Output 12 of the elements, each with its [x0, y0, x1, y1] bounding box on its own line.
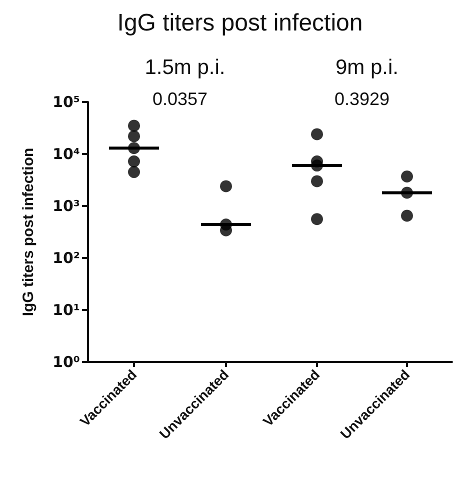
chart-subtitle: 9m p.i. — [335, 56, 399, 79]
y-tick-label: 10⁰ — [52, 353, 80, 371]
y-tick-label: 10⁵ — [52, 93, 80, 111]
annotation: 0.3929 — [334, 89, 390, 109]
y-axis-title: IgG titers post infection — [20, 148, 37, 316]
y-tick-label: 10⁴ — [52, 145, 80, 163]
chart-title: IgG titers post infection — [117, 10, 363, 36]
y-tick-label: 10¹ — [52, 301, 80, 319]
y-tick-label: 10³ — [52, 197, 80, 215]
y-tick-label: 10² — [52, 249, 80, 267]
annotation: 0.0357 — [152, 89, 208, 109]
chart-subtitle: 1.5m p.i. — [144, 56, 226, 79]
